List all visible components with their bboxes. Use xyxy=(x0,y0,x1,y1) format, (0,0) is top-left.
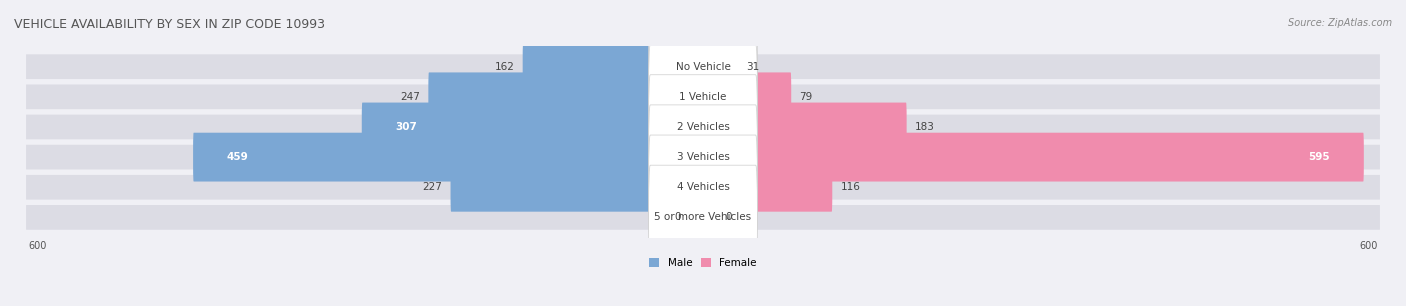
FancyBboxPatch shape xyxy=(703,73,792,121)
FancyBboxPatch shape xyxy=(648,165,758,270)
FancyBboxPatch shape xyxy=(429,73,703,121)
FancyBboxPatch shape xyxy=(361,103,703,151)
FancyBboxPatch shape xyxy=(27,84,1379,109)
FancyBboxPatch shape xyxy=(648,75,758,179)
FancyBboxPatch shape xyxy=(703,193,720,242)
FancyBboxPatch shape xyxy=(703,103,907,151)
FancyBboxPatch shape xyxy=(27,54,1379,79)
Text: 79: 79 xyxy=(800,92,813,102)
FancyBboxPatch shape xyxy=(523,42,703,91)
Text: 2 Vehicles: 2 Vehicles xyxy=(676,122,730,132)
Text: 459: 459 xyxy=(226,152,249,162)
FancyBboxPatch shape xyxy=(27,145,1379,170)
Text: 31: 31 xyxy=(747,62,759,72)
Text: 5 or more Vehicles: 5 or more Vehicles xyxy=(654,212,752,222)
Text: 307: 307 xyxy=(395,122,418,132)
Text: 227: 227 xyxy=(422,182,443,192)
Text: 247: 247 xyxy=(401,92,420,102)
FancyBboxPatch shape xyxy=(193,133,703,181)
Text: 183: 183 xyxy=(915,122,935,132)
Text: 162: 162 xyxy=(495,62,515,72)
FancyBboxPatch shape xyxy=(450,163,703,212)
Text: 1 Vehicle: 1 Vehicle xyxy=(679,92,727,102)
FancyBboxPatch shape xyxy=(648,14,758,119)
Text: 116: 116 xyxy=(841,182,860,192)
FancyBboxPatch shape xyxy=(648,45,758,149)
FancyBboxPatch shape xyxy=(27,175,1379,200)
FancyBboxPatch shape xyxy=(27,115,1379,139)
FancyBboxPatch shape xyxy=(703,42,738,91)
FancyBboxPatch shape xyxy=(648,135,758,240)
FancyBboxPatch shape xyxy=(703,163,832,212)
FancyBboxPatch shape xyxy=(648,105,758,209)
Text: No Vehicle: No Vehicle xyxy=(675,62,731,72)
Text: 0: 0 xyxy=(675,212,681,222)
FancyBboxPatch shape xyxy=(703,133,1364,181)
Text: VEHICLE AVAILABILITY BY SEX IN ZIP CODE 10993: VEHICLE AVAILABILITY BY SEX IN ZIP CODE … xyxy=(14,18,325,31)
Text: 0: 0 xyxy=(725,212,731,222)
Legend: Male, Female: Male, Female xyxy=(650,258,756,268)
Text: 595: 595 xyxy=(1309,152,1330,162)
Text: Source: ZipAtlas.com: Source: ZipAtlas.com xyxy=(1288,18,1392,28)
FancyBboxPatch shape xyxy=(27,205,1379,230)
FancyBboxPatch shape xyxy=(686,193,703,242)
Text: 3 Vehicles: 3 Vehicles xyxy=(676,152,730,162)
Text: 4 Vehicles: 4 Vehicles xyxy=(676,182,730,192)
